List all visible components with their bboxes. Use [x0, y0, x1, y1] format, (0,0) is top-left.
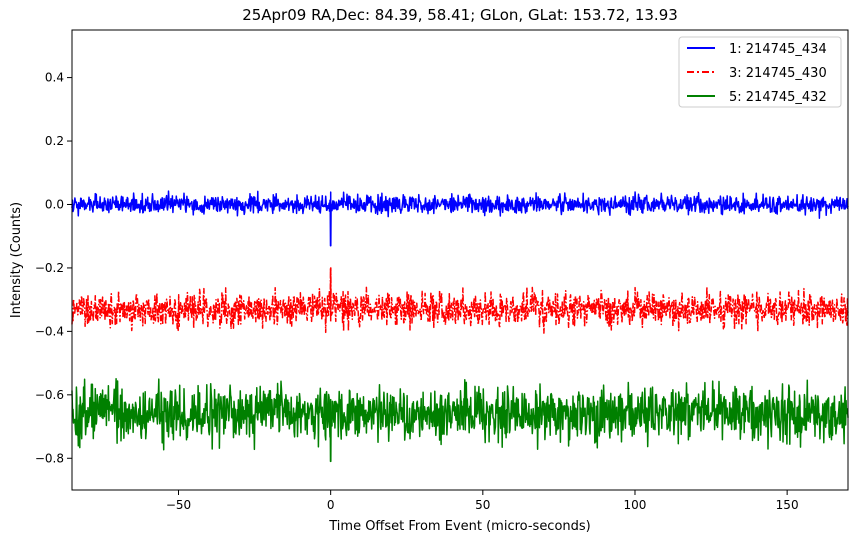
- x-axis-label: Time Offset From Event (micro-seconds): [328, 519, 591, 534]
- y-tick-label: −0.6: [35, 388, 64, 402]
- x-axis: −50 0 50 100 150: [166, 490, 799, 512]
- plot-frame: [71, 29, 849, 491]
- y-axis: −0.8 −0.6 −0.4 −0.2 0.0 0.2 0.4: [35, 71, 72, 465]
- legend: 1: 214745_434 3: 214745_430 5: 214745_43…: [678, 36, 842, 108]
- chart-title: 25Apr09 RA,Dec: 84.39, 58.41; GLon, GLat…: [242, 6, 678, 24]
- legend-box: [678, 36, 842, 108]
- y-axis-label: Intensity (Counts): [9, 202, 24, 318]
- y-tick-label: 0.0: [45, 197, 64, 211]
- series-layer: [71, 190, 849, 463]
- y-tick-label: −0.8: [35, 451, 64, 465]
- y-tick-label: −0.2: [35, 261, 64, 275]
- y-tick-label: 0.2: [45, 134, 64, 148]
- x-tick-label: 150: [776, 498, 799, 512]
- x-tick-label: 0: [327, 498, 335, 512]
- y-tick-label: −0.4: [35, 324, 64, 338]
- x-tick-label: 50: [475, 498, 490, 512]
- x-tick-label: −50: [166, 498, 191, 512]
- series-line-2: [71, 267, 849, 334]
- legend-label-series-5: 5: 214745_432: [729, 90, 827, 105]
- legend-label-series-1: 1: 214745_434: [729, 42, 827, 57]
- y-tick-label: 0.4: [45, 71, 64, 85]
- x-tick-label: 100: [624, 498, 647, 512]
- series-line-3: [71, 377, 849, 463]
- series-line-1: [71, 190, 849, 247]
- legend-label-series-3: 3: 214745_430: [729, 66, 827, 81]
